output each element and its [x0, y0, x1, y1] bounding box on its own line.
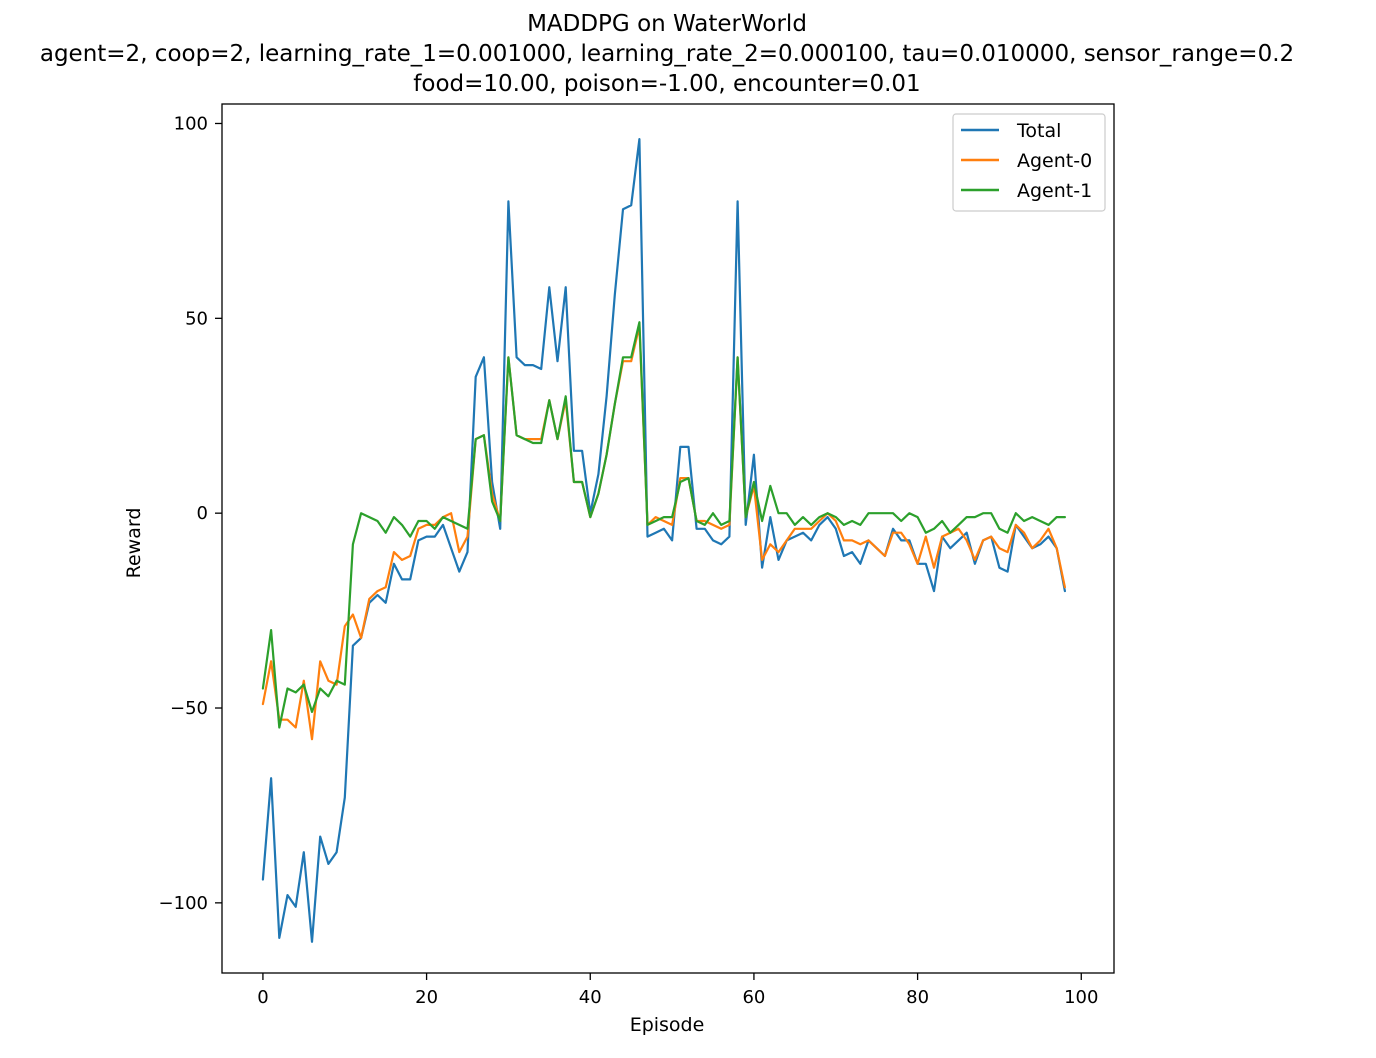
y-tick-label: 50	[185, 308, 208, 329]
x-tick-label: 40	[579, 987, 602, 1008]
series-line-agent-0	[261, 325, 1067, 741]
y-axis: 100 50 0 −50 −100	[159, 113, 222, 914]
plot-area	[221, 103, 1115, 974]
chart-title: MADDPG on WaterWorld	[527, 11, 807, 37]
legend-label: Agent-1	[1017, 180, 1092, 202]
x-axis-label: Episode	[630, 1014, 705, 1036]
legend-label: Agent-0	[1017, 150, 1092, 172]
y-axis-label: Reward	[123, 508, 145, 579]
legend-box	[952, 113, 1106, 212]
x-tick-label: 0	[257, 987, 268, 1008]
y-tick-label: 100	[174, 113, 208, 134]
legend-label: Total	[1016, 120, 1061, 142]
x-tick-label: 20	[415, 987, 438, 1008]
x-tick-label: 60	[742, 987, 765, 1008]
legend: Total Agent-0 Agent-1	[952, 113, 1106, 212]
x-tick-label: 80	[906, 987, 929, 1008]
x-tick-label: 100	[1064, 987, 1098, 1008]
series-line-agent-1	[261, 321, 1067, 729]
y-tick-label: −100	[159, 893, 208, 914]
series-lines	[261, 138, 1067, 943]
y-tick-label: −50	[170, 698, 208, 719]
y-tick-label: 0	[197, 503, 208, 524]
x-axis: 0 20 40 60 80 100	[257, 973, 1098, 1008]
series-line-total	[261, 138, 1067, 943]
chart-subtitle-line-1: agent=2, coop=2, learning_rate_1=0.00100…	[40, 41, 1294, 67]
chart-subtitle-line-2: food=10.00, poison=-1.00, encounter=0.01	[413, 71, 920, 97]
